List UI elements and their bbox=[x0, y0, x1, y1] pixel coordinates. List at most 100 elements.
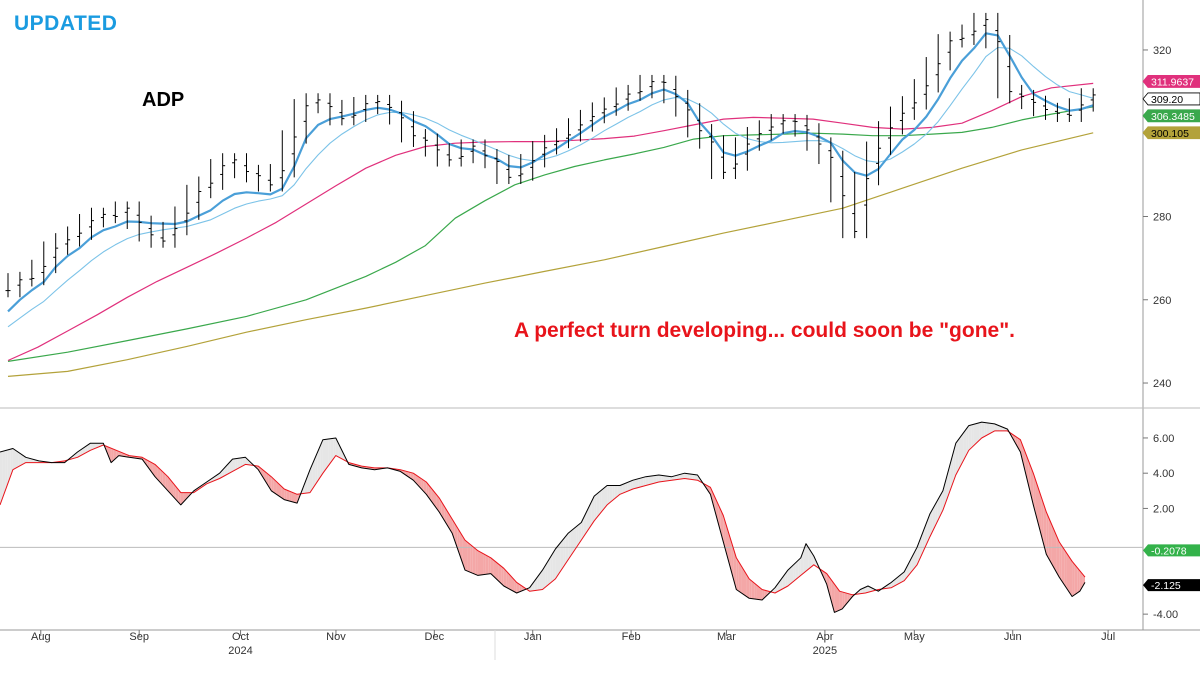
oscillator-fill-segment bbox=[488, 556, 491, 574]
oscillator-fill-segment bbox=[167, 476, 171, 494]
oscillator-fill-segment bbox=[170, 479, 174, 497]
oscillator-fill-segment bbox=[901, 571, 905, 583]
oscillator-fill-segment bbox=[434, 491, 437, 509]
oscillator-fill-segment bbox=[617, 485, 620, 497]
price-bar bbox=[673, 75, 679, 117]
oscillator-fill-segment bbox=[826, 573, 830, 594]
oscillator-fill-segment bbox=[723, 515, 726, 552]
oscillator-fill-segment bbox=[679, 473, 682, 480]
oscillator-fill-segment bbox=[725, 523, 729, 561]
oscillator-fill-segment bbox=[289, 491, 292, 502]
oscillator-fill-segment bbox=[1079, 570, 1083, 592]
price-bar bbox=[1043, 95, 1049, 120]
oscillator-fill-segment bbox=[229, 459, 233, 473]
oscillator-fill-segment bbox=[472, 546, 476, 575]
oscillator-fill-segment bbox=[28, 458, 31, 463]
oscillator-tag: -0.2078 bbox=[1143, 544, 1200, 557]
oscillator-fill-segment bbox=[775, 584, 778, 593]
oscillator-fill-segment bbox=[108, 447, 112, 463]
oscillator-tag-label: -2.125 bbox=[1151, 580, 1181, 592]
oscillator-fill-segment bbox=[550, 553, 553, 584]
oscillator-fill-segment bbox=[1023, 446, 1026, 474]
oscillator-fill-segment bbox=[806, 543, 809, 572]
oscillator-fill-segment bbox=[790, 565, 794, 584]
oscillator-fill-segment bbox=[984, 422, 987, 437]
oscillator-fill-segment bbox=[144, 458, 148, 467]
oscillator-fill-segment bbox=[560, 539, 564, 572]
oscillator-fill-segment bbox=[733, 549, 737, 590]
oscillator-fill-segment bbox=[986, 422, 990, 436]
oscillator-fill-segment bbox=[658, 474, 662, 482]
oscillator-fill-segment bbox=[622, 483, 626, 494]
price-bar bbox=[971, 12, 977, 45]
oscillator-fill-segment bbox=[1059, 541, 1062, 582]
oscillator-fill-segment bbox=[1025, 453, 1029, 484]
price-bar bbox=[100, 207, 106, 228]
oscillator-fill-segment bbox=[428, 485, 432, 502]
oscillator-fill-segment bbox=[1043, 504, 1047, 555]
oscillator-fill-segment bbox=[756, 585, 760, 600]
oscillator-fill-segment bbox=[516, 582, 520, 593]
oscillator-fill-segment bbox=[529, 584, 533, 592]
oscillator-fill-segment bbox=[1038, 488, 1042, 535]
oscillator-fill-segment bbox=[1074, 564, 1078, 595]
oscillator-fill-segment bbox=[963, 429, 967, 461]
price-bar bbox=[172, 206, 178, 248]
price-y-tick-label: 320 bbox=[1153, 45, 1171, 57]
x-tick-label: Apr bbox=[816, 631, 833, 643]
oscillator-fill-segment bbox=[966, 425, 969, 456]
price-bar bbox=[470, 139, 476, 164]
oscillator-fill-segment bbox=[431, 488, 434, 505]
oscillator-fill-segment bbox=[483, 553, 486, 575]
oscillator-fill-segment bbox=[1066, 553, 1070, 593]
price-bar bbox=[816, 123, 822, 165]
oscillator-fill-segment bbox=[754, 583, 757, 600]
oscillator-fill-segment bbox=[793, 562, 796, 582]
price-bar bbox=[387, 94, 393, 125]
oscillator-fill-segment bbox=[570, 528, 574, 556]
osc-y-tick-label: 4.00 bbox=[1153, 468, 1174, 480]
oscillator-fill-segment bbox=[1035, 480, 1039, 525]
oscillator-fill-segment bbox=[82, 446, 86, 455]
oscillator-fill-segment bbox=[498, 564, 502, 584]
oscillator-fill-segment bbox=[824, 571, 827, 585]
price-tag-box bbox=[1142, 75, 1200, 88]
oscillator-fill-segment bbox=[93, 443, 96, 450]
oscillator-fill-segment bbox=[583, 511, 587, 537]
price-tag-label: 306.3485 bbox=[1151, 111, 1195, 123]
oscillator-fill-segment bbox=[594, 493, 597, 521]
oscillator-fill-segment bbox=[676, 474, 680, 480]
price-y-tick-label: 240 bbox=[1153, 378, 1171, 390]
oscillator-fill-segment bbox=[449, 514, 453, 534]
oscillator-fill-segment bbox=[312, 457, 316, 489]
price-bar bbox=[136, 201, 142, 242]
price-tag-label: 309.20 bbox=[1151, 94, 1183, 106]
oscillator-fill-segment bbox=[558, 542, 561, 576]
oscillator-fill-segment bbox=[648, 476, 651, 485]
oscillator-fill-segment bbox=[248, 459, 251, 466]
price-bar bbox=[565, 118, 571, 149]
price-bar bbox=[685, 89, 691, 138]
oscillator-fill-segment bbox=[656, 474, 659, 483]
oscillator-fill-segment bbox=[503, 568, 507, 588]
oscillator-fill-segment bbox=[157, 466, 161, 483]
price-bar bbox=[1054, 102, 1060, 122]
price-bar bbox=[363, 94, 369, 122]
oscillator-fill-segment bbox=[1064, 549, 1067, 589]
chart-frame bbox=[0, 0, 1200, 660]
oscillator-fill-segment bbox=[178, 489, 181, 505]
oscillator-fill-segment bbox=[930, 509, 933, 537]
oscillator-fill-segment bbox=[782, 573, 786, 589]
oscillator-fill-segment bbox=[1061, 545, 1065, 585]
oscillator-fill-segment bbox=[1082, 573, 1085, 587]
oscillator-fill-segment bbox=[935, 499, 938, 527]
price-bar bbox=[208, 159, 214, 199]
oscillator-fill-segment bbox=[707, 485, 711, 495]
oscillator-fill-segment bbox=[689, 473, 693, 480]
oscillator-fill-segment bbox=[273, 479, 277, 495]
oscillator-fill-segment bbox=[837, 587, 840, 612]
oscillator-fill-segment bbox=[1041, 496, 1044, 545]
oscillator-fill-segment bbox=[1069, 557, 1073, 597]
oscillator-fill-segment bbox=[632, 479, 636, 490]
oscillator-fill-segment bbox=[578, 522, 582, 545]
